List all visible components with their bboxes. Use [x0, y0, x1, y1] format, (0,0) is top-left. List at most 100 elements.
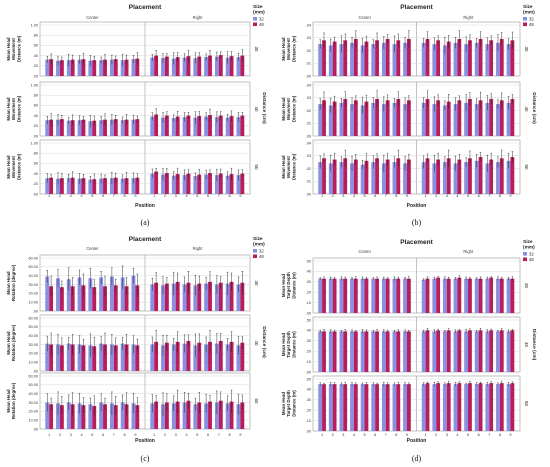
x-tick-label: 8: [229, 433, 231, 437]
bar-size-32: [442, 162, 447, 194]
bar-size-32: [474, 160, 479, 194]
bar-size-48: [322, 384, 326, 431]
x-tick-label: 3: [342, 433, 344, 437]
bar-size-48: [396, 158, 401, 194]
bar-size-32: [453, 42, 458, 76]
bar-size-48: [175, 281, 180, 311]
bar-size-32: [360, 384, 365, 431]
x-tick-label: 9: [406, 433, 408, 437]
x-tick-label: 7: [218, 433, 220, 437]
row-label: 40: [524, 342, 529, 347]
bar-size-48: [59, 60, 64, 76]
x-axis-label: Position: [135, 438, 155, 444]
bar-size-32: [474, 42, 479, 76]
bar-size-32: [120, 178, 125, 194]
y-tick-label: .20: [306, 350, 311, 354]
bar-size-48: [343, 384, 348, 431]
bar-size-48: [49, 286, 54, 311]
y-axis-label: Distance (m): [291, 153, 296, 180]
bar-size-32: [506, 102, 511, 136]
bar-size-48: [154, 171, 159, 194]
row-label: 30: [254, 47, 259, 52]
bar-size-48: [489, 383, 494, 431]
bar-size-48: [186, 282, 191, 311]
facet-title: Distance (cm): [531, 329, 537, 361]
x-tick-label: 4: [353, 194, 355, 198]
bar-size-48: [208, 55, 212, 76]
y-tick-label: .40: [306, 329, 311, 333]
y-tick-label: .00: [306, 429, 311, 433]
bar-size-32: [120, 60, 125, 76]
y-tick-label: .03: [306, 96, 311, 100]
y-tick-label: .00: [306, 370, 311, 374]
legend-title-unit: (mm): [253, 242, 265, 248]
row-label: 30: [524, 47, 529, 52]
y-tick-label: .04: [306, 23, 311, 27]
bar-size-48: [154, 282, 159, 311]
bar-size-32: [120, 277, 125, 311]
bar-size-48: [92, 287, 97, 311]
bar-size-32: [506, 384, 511, 431]
y-axis-label: Rotation (degree): [11, 264, 16, 301]
bar-size-32: [432, 44, 437, 76]
x-tick-label: 2: [332, 433, 334, 437]
legend-swatch-32: [523, 17, 527, 21]
y-tick-label: 20.00: [28, 292, 38, 296]
bar-size-32: [485, 44, 490, 76]
chart-title: Placement: [129, 236, 162, 243]
x-tick-label: 8: [499, 433, 501, 437]
bar-size-48: [218, 400, 223, 429]
bar-size-32: [464, 44, 469, 76]
bar-size-32: [161, 285, 165, 311]
bar-size-32: [171, 58, 176, 76]
y-tick-label: .00: [306, 192, 311, 196]
y-tick-label: .20: [306, 291, 311, 295]
bar-size-32: [392, 384, 397, 431]
bar-size-48: [124, 344, 129, 371]
y-tick-label: .04: [306, 83, 311, 87]
row-label: 50: [254, 165, 259, 170]
bar-size-32: [464, 102, 469, 136]
bar-size-48: [364, 331, 369, 372]
bar-size-32: [99, 402, 104, 429]
y-tick-label: 10.00: [28, 360, 38, 364]
bar-size-32: [392, 102, 397, 136]
bar-size-32: [318, 162, 323, 194]
bar-size-48: [436, 159, 441, 194]
bar-size-32: [318, 44, 323, 76]
bar-size-48: [113, 119, 118, 136]
bar-size-32: [225, 344, 230, 371]
bar-size-48: [436, 330, 441, 372]
y-tick-label: .60: [33, 104, 38, 108]
column-header: Right: [463, 15, 474, 20]
y-axis-label: Movement: [11, 38, 16, 60]
bar-size-32: [150, 284, 155, 311]
bar-size-32: [371, 102, 376, 136]
x-tick-label: 2: [59, 433, 61, 437]
bar-size-48: [70, 120, 75, 136]
x-tick-label: 1: [48, 194, 50, 198]
bar-size-32: [371, 331, 376, 372]
legend-label-48: 48: [259, 254, 264, 259]
legend-swatch-48: [253, 254, 257, 259]
bar-size-48: [229, 281, 234, 311]
x-tick-label: 7: [488, 433, 490, 437]
bar-size-48: [332, 331, 337, 372]
bar-size-32: [328, 331, 333, 372]
bar-size-48: [208, 401, 212, 429]
y-tick-label: .40: [306, 270, 311, 274]
bar-size-32: [109, 344, 114, 371]
bar-size-32: [204, 344, 209, 371]
bar-size-32: [328, 384, 333, 431]
bar-size-48: [229, 174, 234, 194]
bar-size-48: [218, 55, 223, 76]
bar-size-32: [318, 104, 323, 136]
bar-size-32: [150, 173, 155, 194]
bar-size-48: [322, 100, 326, 136]
bar-size-32: [131, 59, 136, 76]
bar-size-32: [109, 403, 114, 429]
bar-size-48: [103, 286, 107, 311]
bar-size-32: [236, 175, 241, 194]
bar-size-48: [197, 174, 202, 194]
bar-size-32: [339, 102, 344, 136]
